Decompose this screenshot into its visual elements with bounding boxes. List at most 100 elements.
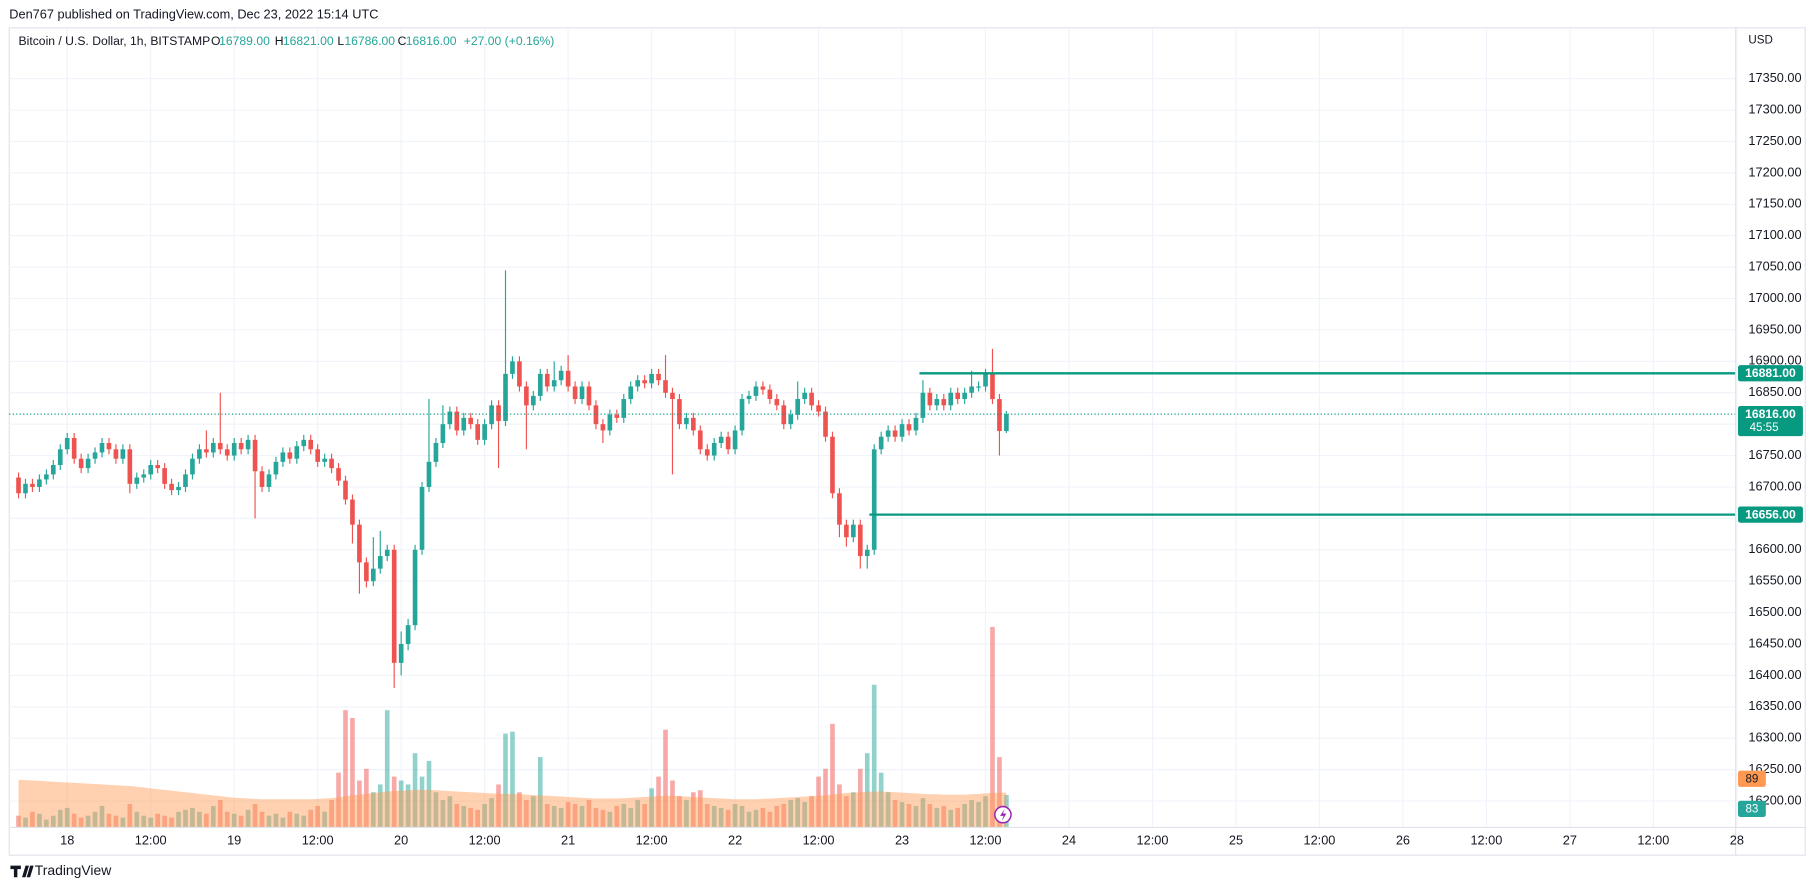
volume-bar [301, 815, 307, 828]
candle-body [517, 361, 522, 387]
x-tick-label: 12:00 [302, 833, 334, 848]
candle-body [892, 430, 898, 437]
volume-bar [510, 731, 515, 828]
candle-body [878, 436, 884, 450]
candle-body [544, 373, 550, 387]
x-tick-label: 25 [1229, 833, 1243, 848]
volume-bar [871, 684, 877, 828]
x-tick-label: 12:00 [135, 833, 167, 848]
candle-body [697, 430, 703, 450]
volume-bar [315, 805, 320, 828]
level-badge [1737, 506, 1803, 523]
volume-bar [113, 815, 119, 828]
volume-bar [273, 813, 279, 828]
y-tick-label: 16850.00 [1748, 384, 1801, 399]
volume-bar [517, 792, 522, 828]
volume-bar [913, 805, 919, 828]
volume-bar [85, 815, 91, 828]
candle-body [920, 392, 926, 418]
candle-body [343, 480, 348, 500]
candle-body [976, 386, 981, 388]
legend-value: 16816.00 [406, 34, 457, 48]
candle-body [593, 405, 599, 425]
legend-value: 16821.00 [283, 34, 334, 48]
axes: 16200.0016250.0016300.0016350.0016400.00… [60, 70, 1803, 848]
candle-body [85, 458, 91, 469]
volume-bar [628, 807, 634, 828]
candle-body [628, 386, 634, 400]
volume-bar [941, 805, 947, 828]
y-tick-label: 16550.00 [1748, 573, 1801, 588]
candle-body [231, 443, 237, 456]
volume-bar [329, 800, 334, 828]
volume-bar [524, 800, 529, 828]
volume-bar [684, 800, 689, 828]
volume-bar [830, 723, 835, 828]
candle-body [663, 380, 668, 393]
candle-body [162, 468, 167, 484]
volume-bar [197, 811, 202, 828]
volume-bar [78, 817, 84, 828]
candle-body [941, 399, 947, 406]
candle-body [426, 461, 432, 487]
candle-body [134, 477, 140, 484]
candle-body [816, 405, 821, 412]
volume-bar [607, 811, 613, 828]
alert-icon[interactable] [994, 805, 1012, 824]
volume-bar [23, 817, 28, 828]
candle-body [412, 549, 418, 626]
volume-bar [419, 776, 425, 828]
volume-bar [774, 805, 780, 828]
candle-body [245, 439, 251, 450]
candle-body [16, 477, 21, 494]
candle-body [433, 443, 439, 462]
x-tick-label: 23 [895, 833, 909, 848]
volume-bar [252, 803, 258, 828]
candle-body [50, 464, 56, 475]
legend-change: +27.00 (+0.16%) [464, 34, 555, 48]
candle-body [454, 411, 460, 431]
volume-bar [600, 809, 606, 828]
candle-body [183, 474, 188, 487]
candle-body [308, 439, 314, 450]
volume-bar [308, 809, 314, 828]
volume-bar [231, 813, 237, 828]
legend-symbol: Bitcoin / U.S. Dollar, 1h, BITSTAMP [19, 34, 211, 48]
volume-bar [336, 772, 341, 828]
candle-body [844, 524, 849, 538]
volume-bar [795, 798, 801, 828]
y-tick-label: 17000.00 [1748, 290, 1801, 305]
legend-key: C [398, 34, 407, 48]
candle-body [315, 449, 320, 462]
candle-body [906, 424, 912, 431]
volume-bar [294, 813, 300, 828]
volume-bar [503, 733, 508, 828]
candle-body [788, 414, 794, 425]
volume-bar [809, 796, 814, 828]
volume-bar [927, 803, 933, 828]
x-tick-label: 12:00 [803, 833, 835, 848]
volume-bar [447, 796, 453, 828]
volume-bar [544, 803, 550, 828]
candle-body [955, 392, 961, 400]
volume-bar [50, 815, 56, 828]
x-tick-label: 12:00 [636, 833, 668, 848]
volume-bar [962, 803, 967, 828]
volume-bar [162, 815, 167, 828]
volume-bar [816, 776, 821, 828]
y-tick-label: 16950.00 [1748, 321, 1801, 336]
volume-bar [384, 710, 390, 828]
alert-bolt [1000, 808, 1007, 822]
volume-bar [878, 772, 884, 828]
volume-bar [649, 788, 654, 828]
volume-bar [990, 626, 995, 828]
candle-body [649, 373, 654, 384]
candle-body [482, 424, 487, 440]
volume-bar [565, 802, 571, 828]
volume-bar [357, 780, 362, 828]
candle-body [586, 386, 592, 406]
x-tick-label: 22 [728, 833, 742, 848]
volume-bar [851, 792, 856, 828]
